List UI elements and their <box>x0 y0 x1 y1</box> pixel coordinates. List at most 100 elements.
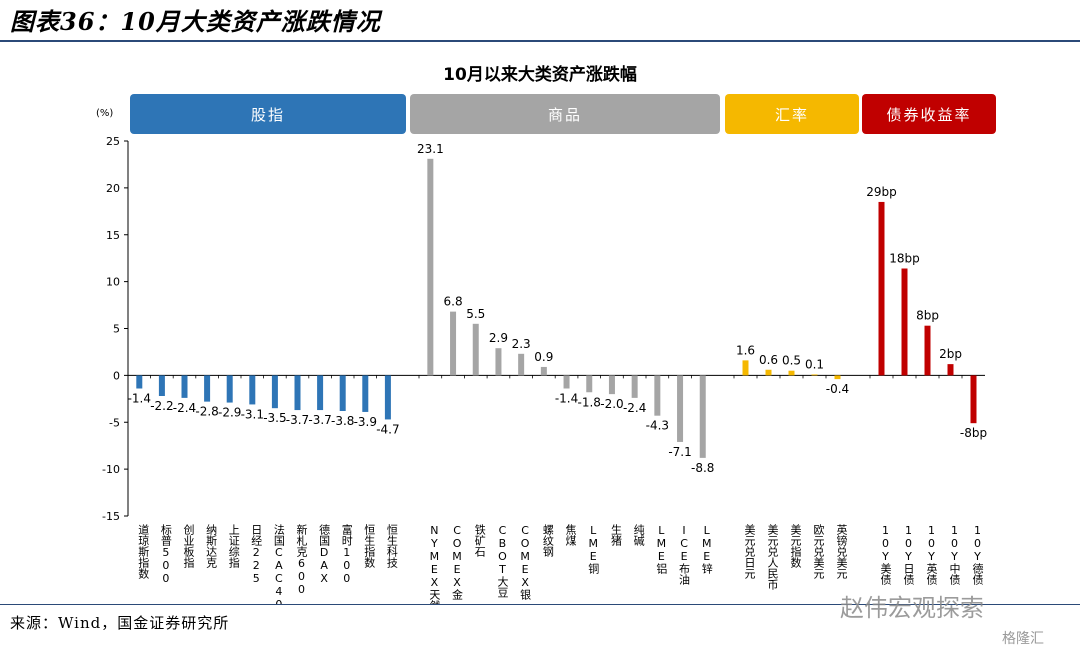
bar <box>970 375 977 424</box>
bar <box>271 375 278 409</box>
data-label: -2.4 <box>173 401 196 415</box>
group-header-1 <box>410 94 720 134</box>
bar <box>788 370 795 376</box>
bar <box>834 375 841 380</box>
category-label: 铁矿石 <box>473 524 486 557</box>
category-label: 标普500 <box>159 523 172 585</box>
category-label: 富时100 <box>340 523 353 585</box>
data-label: -8bp <box>960 426 987 440</box>
bar <box>699 375 706 458</box>
data-label: -1.4 <box>555 392 578 406</box>
category-label: 新札克600 <box>295 523 308 596</box>
data-label: 0.9 <box>534 350 553 364</box>
data-label: 18bp <box>889 252 920 266</box>
group-header-2 <box>725 94 859 134</box>
data-label: 23.1 <box>417 142 444 156</box>
category-label: 10Y中债 <box>948 524 961 586</box>
data-label: -3.1 <box>241 407 264 421</box>
y-tick-label: -15 <box>102 510 120 523</box>
group-header-label: 股指 <box>251 106 285 124</box>
group-header-label: 汇率 <box>775 106 809 124</box>
category-label: 螺纹钢 <box>541 524 554 557</box>
data-label: 0.5 <box>782 354 801 368</box>
data-label: -3.9 <box>354 415 377 429</box>
bar <box>901 268 908 376</box>
group-header-0 <box>130 94 406 134</box>
bar <box>811 374 818 376</box>
top-rule <box>0 40 1080 42</box>
y-tick-label: -10 <box>102 463 120 476</box>
group-header-label: 债券收益率 <box>886 106 971 124</box>
bar <box>339 375 346 411</box>
bar <box>226 375 233 403</box>
bar <box>158 375 165 396</box>
category-label: LME铝 <box>655 524 668 574</box>
category-label: COMEX银 <box>519 524 532 601</box>
data-label: 0.6 <box>759 353 778 367</box>
category-label: ICE布油 <box>678 524 691 585</box>
data-label: -2.4 <box>623 401 646 415</box>
data-label: 2.3 <box>512 337 531 351</box>
data-label: -4.3 <box>646 419 669 433</box>
category-label: 生猪 <box>609 523 622 547</box>
y-tick-label: -5 <box>109 416 120 429</box>
category-label: COMEX金 <box>451 524 464 600</box>
category-label: 道琼斯指数 <box>137 523 150 580</box>
category-label: LME铜 <box>587 524 600 575</box>
bar <box>136 375 143 389</box>
category-label: 恒生指数 <box>363 524 376 569</box>
y-tick-label: 20 <box>106 182 120 195</box>
bar <box>608 375 615 395</box>
category-label: 美元指数 <box>789 524 802 569</box>
data-label: -2.9 <box>218 406 241 420</box>
category-label: 上证综指 <box>227 524 240 569</box>
data-label: -3.5 <box>263 411 286 425</box>
bar <box>317 375 324 411</box>
category-label: 恒生科技 <box>385 524 398 569</box>
chart-title: 10月以来大类资产涨跌幅 <box>443 64 637 85</box>
bar <box>765 369 772 376</box>
figure-title: 图表36：10月大类资产涨跌情况 <box>10 7 381 36</box>
category-label: 纳斯达克 <box>205 524 218 568</box>
bar <box>362 375 369 412</box>
y-tick-label: 5 <box>113 323 120 336</box>
data-label: -3.7 <box>286 413 309 427</box>
category-label: 10Y美债 <box>879 524 892 586</box>
data-label: 0.1 <box>805 357 824 371</box>
data-label: -1.8 <box>578 395 601 409</box>
watermark-logo-text: 格隆汇 <box>1002 631 1044 647</box>
category-label: 美元兑人民币 <box>766 524 779 591</box>
data-label: 8bp <box>916 309 939 323</box>
bar <box>294 375 301 411</box>
bar <box>742 360 749 376</box>
y-tick-label: 25 <box>106 135 120 148</box>
data-label: -4.7 <box>376 422 399 436</box>
category-label: 纯碱 <box>632 524 645 547</box>
bar-chart: 10月以来大类资产涨跌幅 (%) 25 20 15 10 5 0 -5 -10 -15 股指 -1.4 道… <box>96 64 996 604</box>
bar <box>878 201 885 376</box>
category-label: 德国DAX <box>318 523 331 585</box>
data-label: 5.5 <box>466 307 485 321</box>
category-label: 焦煤 <box>564 524 577 547</box>
data-label: -3.8 <box>331 414 354 428</box>
bar <box>654 375 661 416</box>
bar <box>631 375 638 398</box>
category-label: 法国CAC40 <box>272 523 285 604</box>
data-label: 29bp <box>866 185 897 199</box>
data-label: 1.6 <box>736 343 755 357</box>
bottom-rule <box>0 604 1080 605</box>
category-label: LME锌 <box>700 524 713 574</box>
group-header-3 <box>862 94 996 134</box>
bar <box>472 323 479 376</box>
category-label: NYMEX天然气 <box>428 524 441 604</box>
bar <box>495 348 502 376</box>
bar <box>249 375 256 405</box>
bar <box>924 325 931 376</box>
data-label: -1.4 <box>128 392 151 406</box>
bar <box>563 375 570 389</box>
bar <box>677 375 684 442</box>
bar <box>384 375 391 420</box>
category-label: 10Y日债 <box>902 524 915 586</box>
data-label: 2bp <box>939 347 962 361</box>
data-label: -8.8 <box>691 461 714 475</box>
